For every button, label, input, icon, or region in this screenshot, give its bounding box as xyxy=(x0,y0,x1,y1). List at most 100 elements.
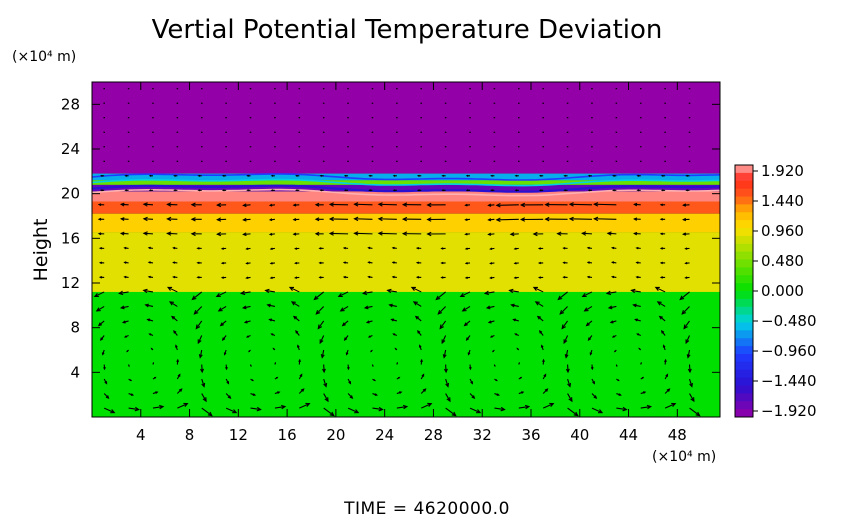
wind-vector xyxy=(540,190,543,191)
wind-vector xyxy=(418,190,421,191)
colorbar-swatch xyxy=(735,173,753,181)
x-tick-label: 36 xyxy=(521,426,540,444)
colorbar-swatch xyxy=(735,220,753,228)
y-tick-label: 4 xyxy=(70,363,80,381)
wind-vector xyxy=(494,365,495,367)
y-axis-unit: (×10⁴ m) xyxy=(12,49,76,65)
colorbar-swatch xyxy=(735,386,753,394)
y-tick-label: 16 xyxy=(61,229,80,247)
wind-vector xyxy=(467,175,470,176)
colorbar-label: 0.000 xyxy=(761,282,804,300)
wind-vector xyxy=(467,190,470,191)
colorbar-swatch xyxy=(735,212,753,220)
y-axis-label: Height xyxy=(30,219,52,282)
y-tick-label: 8 xyxy=(70,319,80,337)
wind-vector xyxy=(248,190,251,191)
wind-vector xyxy=(418,175,421,176)
wind-vector xyxy=(198,248,202,250)
wind-vector xyxy=(153,363,154,365)
wind-vector xyxy=(345,175,348,176)
wind-vector xyxy=(589,175,592,176)
colorbar-swatch xyxy=(735,338,753,346)
colorbar-label: −1.440 xyxy=(761,372,817,390)
colorbar: 1.9201.4400.9600.4800.000−0.480−0.960−1.… xyxy=(735,162,817,420)
x-tick-label: 40 xyxy=(570,426,589,444)
colorbar-swatch xyxy=(735,197,753,205)
wind-vector xyxy=(126,190,129,191)
wind-vector xyxy=(251,365,252,367)
wind-vector xyxy=(174,190,177,191)
wind-vector xyxy=(296,175,299,176)
colorbar-swatch xyxy=(735,291,753,299)
wind-vector xyxy=(687,190,690,191)
colorbar-swatch xyxy=(735,189,753,197)
colorbar-swatch xyxy=(735,181,753,189)
wind-vector xyxy=(540,175,543,176)
colorbar-swatch xyxy=(735,299,753,307)
wind-vector xyxy=(638,190,641,191)
y-tick-label: 24 xyxy=(61,140,80,158)
wind-vector xyxy=(516,175,519,176)
colorbar-swatch xyxy=(735,378,753,386)
colorbar-swatch xyxy=(735,307,753,315)
field-layer xyxy=(92,292,720,417)
wind-vector xyxy=(321,190,324,191)
x-tick-label: 12 xyxy=(229,426,248,444)
wind-vector xyxy=(613,175,616,176)
wind-vector xyxy=(589,190,592,191)
wind-vector xyxy=(223,190,226,191)
colorbar-label: 1.440 xyxy=(761,192,804,210)
wind-vector xyxy=(272,175,275,176)
wind-vector xyxy=(491,175,494,176)
colorbar-swatch xyxy=(735,252,753,260)
wind-vector xyxy=(616,365,617,367)
x-tick-label: 48 xyxy=(668,426,687,444)
wind-vector xyxy=(223,175,226,176)
wind-vector xyxy=(275,363,276,365)
wind-vector xyxy=(516,190,519,191)
field-layer xyxy=(92,233,720,292)
wind-vector xyxy=(662,190,665,191)
colorbar-swatch xyxy=(735,370,753,378)
colorbar-swatch xyxy=(735,323,753,331)
x-tick-label: 28 xyxy=(424,426,443,444)
wind-vector xyxy=(565,190,568,191)
wind-vector xyxy=(519,363,520,365)
x-tick-label: 8 xyxy=(185,426,195,444)
colorbar-swatch xyxy=(735,346,753,354)
colorbar-label: 0.960 xyxy=(761,222,804,240)
colorbar-swatch xyxy=(735,236,753,244)
x-tick-label: 32 xyxy=(473,426,492,444)
y-tick-label: 20 xyxy=(61,185,80,203)
wind-vector xyxy=(613,190,616,191)
wind-vector xyxy=(199,175,202,176)
wind-vector xyxy=(272,190,275,191)
wind-vector xyxy=(369,175,372,176)
colorbar-swatch xyxy=(735,409,753,417)
x-axis-unit: (×10⁴ m) xyxy=(652,449,716,465)
colorbar-swatch xyxy=(735,283,753,291)
colorbar-label: 1.920 xyxy=(761,162,804,180)
x-tick-label: 4 xyxy=(136,426,146,444)
y-tick-label: 28 xyxy=(61,95,80,113)
colorbar-swatch xyxy=(735,228,753,236)
wind-vector xyxy=(248,175,251,176)
colorbar-swatch xyxy=(735,362,753,370)
colorbar-swatch xyxy=(735,330,753,338)
colorbar-swatch xyxy=(735,275,753,283)
wind-vector xyxy=(443,190,446,191)
colorbar-swatch xyxy=(735,260,753,268)
wind-vector xyxy=(491,190,494,191)
wind-vector xyxy=(321,175,324,176)
colorbar-swatch xyxy=(735,354,753,362)
wind-vector xyxy=(394,190,397,191)
x-tick-label: 20 xyxy=(326,426,345,444)
wind-vector xyxy=(565,175,568,176)
wind-vector xyxy=(101,175,104,176)
wind-vector xyxy=(199,190,202,191)
wind-vector xyxy=(638,175,641,176)
wind-vector xyxy=(372,365,373,367)
chart-title: Vertial Potential Temperature Deviation xyxy=(152,15,663,45)
